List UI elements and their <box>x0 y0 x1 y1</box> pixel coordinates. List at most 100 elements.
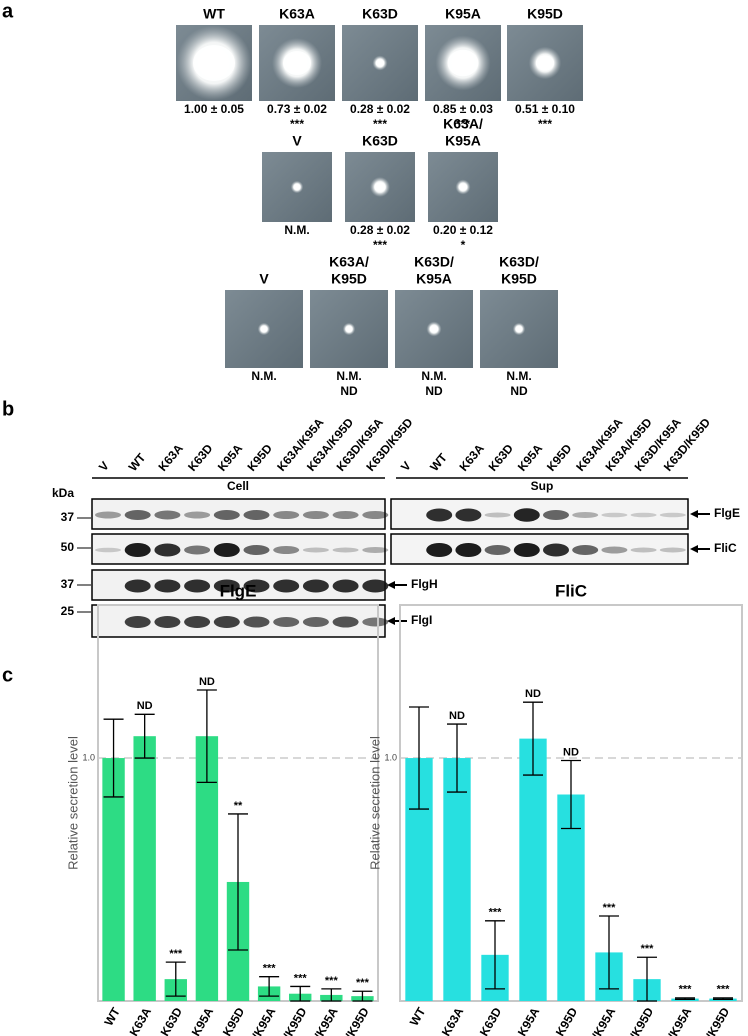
band <box>659 547 686 553</box>
x-tick-label: K63A <box>127 1005 155 1036</box>
band <box>455 508 482 522</box>
lane-label: K95D <box>544 441 575 474</box>
colony-core <box>345 326 353 332</box>
protein-label: FlgI <box>411 613 432 627</box>
y-axis-label: Relative secretion level <box>65 736 80 870</box>
band <box>184 616 211 628</box>
strain-label: K63A/ <box>443 116 483 132</box>
significance: *** <box>169 948 183 960</box>
significance: *** <box>356 977 370 989</box>
band <box>273 511 300 519</box>
band <box>572 512 599 518</box>
strain-label: K95A <box>445 6 481 22</box>
band <box>184 511 211 519</box>
strain-label: K63A <box>279 6 315 22</box>
motility-value: *** <box>456 117 470 131</box>
band <box>95 511 121 519</box>
band <box>543 510 569 520</box>
arrow-head <box>690 545 698 553</box>
band <box>95 547 121 553</box>
lane-label: V <box>398 459 414 474</box>
strain-label: WT <box>203 6 225 22</box>
colony-core <box>193 45 235 81</box>
significance: ND <box>525 688 541 700</box>
strain-label: K63D/ <box>414 254 454 270</box>
significance: *** <box>294 972 308 984</box>
strain-label: K63A/ <box>329 254 369 270</box>
strain-label: V <box>292 133 302 149</box>
motility-value: ND <box>425 384 443 398</box>
motility-value: N.M. <box>506 369 531 383</box>
arrow-head <box>387 617 395 625</box>
x-tick-label: K63D/K95D <box>688 1005 733 1036</box>
significance: ND <box>449 710 465 722</box>
protein-label: FlgH <box>411 577 438 591</box>
strain-label: K95A <box>445 133 481 149</box>
panel-label: b <box>2 398 14 420</box>
strain-label: K63D/ <box>499 254 539 270</box>
blot <box>390 498 689 530</box>
band <box>572 545 599 555</box>
colony-core <box>283 51 311 75</box>
strain-label: V <box>259 271 269 287</box>
arrow-head <box>690 510 698 518</box>
motility-value: 1.00 ± 0.05 <box>184 102 244 116</box>
bar <box>519 738 547 1001</box>
chart-title: FliC <box>555 581 587 600</box>
band <box>213 510 240 520</box>
band <box>302 511 329 519</box>
motility-value: 0.51 ± 0.10 <box>515 102 575 116</box>
band <box>455 543 482 557</box>
band <box>213 543 240 557</box>
band <box>659 512 686 518</box>
band <box>243 510 270 520</box>
motility-value: 0.73 ± 0.02 <box>267 102 327 116</box>
motility-value: ND <box>510 384 528 398</box>
marker-label: 37 <box>61 510 75 524</box>
panel-label: a <box>2 0 14 22</box>
significance: *** <box>263 963 277 975</box>
band <box>426 543 453 557</box>
y-axis-label: Relative secretion level <box>367 736 382 870</box>
motility-value: N.M. <box>251 369 276 383</box>
bar <box>443 758 471 1001</box>
colony-core <box>515 326 523 332</box>
group-label: Sup <box>531 479 554 493</box>
band <box>484 545 511 555</box>
motility-value: N.M. <box>284 223 309 237</box>
band <box>124 543 151 557</box>
x-tick-label: WT <box>407 1005 429 1029</box>
significance: *** <box>717 984 731 996</box>
marker-label: 25 <box>61 604 75 618</box>
lane-label: WT <box>427 450 450 474</box>
colony-core <box>429 325 439 333</box>
band <box>630 512 657 518</box>
arrow-head <box>387 581 395 589</box>
significance: ND <box>563 746 579 758</box>
significance: *** <box>489 907 503 919</box>
strain-label: K63D <box>362 6 398 22</box>
x-tick-label: K95A <box>515 1005 543 1036</box>
band <box>302 579 329 593</box>
x-tick-label: K63D <box>158 1005 186 1036</box>
x-tick-label: K63A/K95A <box>574 1005 619 1036</box>
band <box>124 510 151 520</box>
significance: ** <box>234 800 243 812</box>
significance: *** <box>325 975 339 987</box>
band <box>243 616 270 628</box>
motility-value: * <box>461 238 466 252</box>
colony-core <box>260 326 268 332</box>
band <box>362 617 389 627</box>
band <box>362 547 389 553</box>
colony-core <box>458 183 468 191</box>
significance: ND <box>137 700 153 712</box>
strain-label: K95D <box>501 271 537 287</box>
band <box>213 579 240 593</box>
band <box>273 579 300 593</box>
band <box>124 616 151 628</box>
lane-label: K95D <box>245 441 276 474</box>
lane-label: K95A <box>515 441 546 474</box>
protein-label: FlgE <box>714 506 740 520</box>
motility-value: *** <box>538 117 552 131</box>
